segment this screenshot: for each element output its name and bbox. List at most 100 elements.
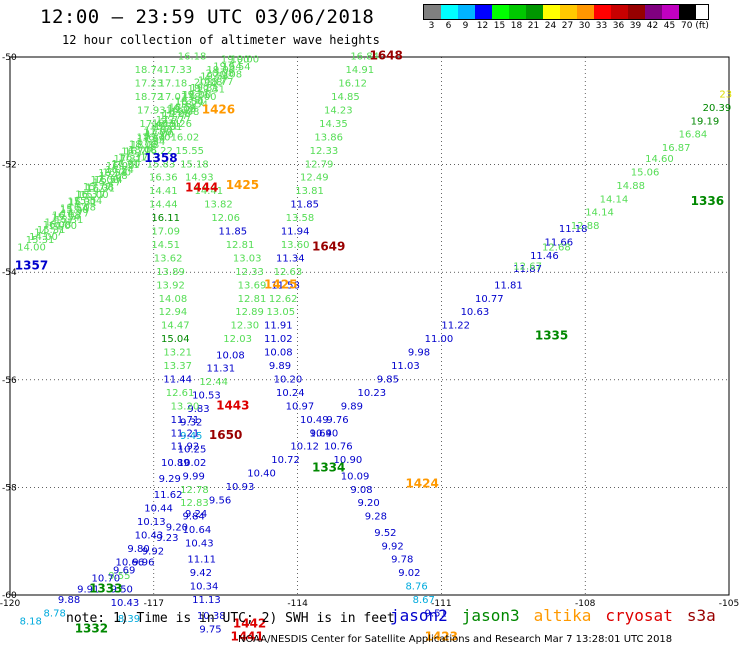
wave-height-value: 8.39 (118, 614, 140, 625)
dense-track-value: 15.54 (51, 213, 80, 224)
colorbar-tick-label: 27 (561, 21, 574, 31)
colorbar-tick-label: 45 (663, 21, 676, 31)
wave-height-value: 16.87 (662, 143, 691, 154)
pass-time-label: 1441 (230, 630, 263, 644)
dense-track-value: 17.54 (137, 134, 166, 145)
wave-height-value: 9.84 (183, 512, 205, 523)
wave-height-value: 11.71 (171, 415, 200, 426)
colorbar-swatch (475, 5, 492, 19)
wave-height-value: 17.33 (163, 65, 192, 76)
dense-track-value: 15.00 (60, 205, 89, 216)
wave-height-value: 11.22 (441, 321, 470, 332)
dense-track-value: 15.54 (60, 204, 89, 215)
wave-height-value: 10.64 (183, 525, 212, 536)
dense-track-value: 17.54 (137, 132, 166, 143)
wave-height-value: 16.22 (166, 105, 195, 116)
colorbar-tick-label: 6 (445, 21, 452, 31)
legend-item-jason2: jason2 (390, 606, 448, 625)
dense-track-value: 14.00 (29, 232, 58, 243)
dense-track-value: 17.08 (99, 171, 128, 182)
colorbar-tick-label: 24 (544, 21, 557, 31)
wave-height-value: 10.13 (137, 517, 166, 528)
colorbar-tick-label: 30 (578, 21, 591, 31)
dense-track-value: 15.00 (68, 196, 97, 207)
y-tick-label: -54 (2, 268, 17, 278)
colorbar-tick-label: 3 (428, 21, 435, 31)
wave-height-value: 10.49 (300, 415, 329, 426)
wave-height-value: 11.94 (281, 227, 310, 238)
wave-height-value: 9.89 (269, 361, 291, 372)
colorbar-swatch (441, 5, 458, 19)
wave-height-value: 9.02 (398, 568, 420, 579)
wave-height-value: 11.58 (271, 280, 300, 291)
wave-height-value: 8.78 (44, 609, 66, 620)
wave-height-value: 14.60 (645, 154, 674, 165)
dense-track-value: 19.00 (221, 54, 250, 65)
pass-time-label: 1649 (312, 240, 345, 254)
colorbar-swatch (577, 5, 594, 19)
dense-track-value: 18.00 (188, 92, 217, 103)
wave-height-value: 9.64 (310, 428, 332, 439)
pass-time-labels: 1648 1426 1358 1444 1425 1649 1357 1425 1336 1335… (15, 49, 724, 644)
dense-track-value: 17.08 (85, 182, 114, 193)
x-tick-label: -117 (144, 599, 164, 609)
wave-height-value: 12.61 (166, 388, 195, 399)
wave-height-value: 13.92 (156, 280, 185, 291)
wave-height-value: 8.76 (405, 582, 427, 593)
dense-track-value: 19.08 (171, 107, 200, 118)
dense-track-value: 19.31 (181, 90, 210, 101)
wave-height-value: 12.03 (223, 334, 252, 345)
wave-height-value: 10.43 (135, 531, 164, 542)
wave-height-value: 9.96 (132, 557, 154, 568)
wave-height-value: 10.23 (358, 388, 387, 399)
wave-height-value: 10.90 (334, 455, 363, 466)
wave-height-value: 13.69 (238, 280, 267, 291)
colorbar-swatch (492, 5, 509, 19)
colorbar-swatch (424, 5, 441, 19)
dense-track-value: 15.31 (55, 215, 84, 226)
dense-track-value: 16.54 (98, 168, 127, 179)
wave-height-value: 9.76 (326, 415, 348, 426)
dense-track-value: 15.00 (80, 190, 109, 201)
colorbar-tick-label: 36 (612, 21, 625, 31)
colorbar-swatch (526, 5, 543, 19)
pass-time-label: 1442 (233, 616, 266, 630)
colorbar-swatch (662, 5, 679, 19)
dense-track-value: 19.00 (230, 54, 259, 65)
colorbar-tick-label: 39 (629, 21, 642, 31)
dense-track-value: 18.54 (175, 97, 204, 108)
dense-track-value: 17.31 (114, 154, 143, 165)
colorbar-legend: 3 6 9 12 15 18 21 24 27 30 33 36 39 42 45 70 (ft) (423, 4, 709, 31)
colorbar-swatch (611, 5, 628, 19)
dense-track-value: 15.77 (93, 177, 122, 188)
dense-track-value: 17.77 (156, 115, 185, 126)
wave-height-value: 10.90 (310, 428, 339, 439)
footer-credit: NOAA/NESDIS Center for Satellite Applica… (238, 634, 673, 645)
wave-height-value: 11.21 (171, 428, 200, 439)
wave-height-value: 10.38 (197, 611, 226, 622)
dense-track-layer: 19.0019.5420.0818.7719.3118.0018.5419.08… (17, 54, 259, 253)
pass-time-label: 1357 (15, 259, 48, 273)
colorbar-swatch (594, 5, 611, 19)
wave-height-value: 9.83 (187, 404, 209, 415)
wave-height-value: 9.08 (350, 485, 372, 496)
satellite-legend: jason2 jason3 altika cryosat s3a (390, 606, 730, 625)
dense-track-value: 19.54 (213, 61, 242, 72)
wave-height-value: 9.91 (77, 584, 99, 595)
wave-height-value: 12.81 (238, 294, 267, 305)
dense-track-value: 16.08 (43, 220, 72, 231)
dense-track-value: 18.00 (183, 90, 212, 101)
wave-height-value: 9.45 (180, 431, 202, 442)
dense-track-value: 18.31 (154, 122, 183, 133)
wave-height-value: 17.09 (151, 227, 180, 238)
wave-height-value: 9.85 (377, 374, 399, 385)
wave-height-value: 23 (719, 89, 732, 100)
wave-height-value: 9.56 (209, 496, 231, 507)
note-text: note: 1) Time is in UTC; 2) SWH is in fe… (66, 611, 395, 626)
wave-height-value: 14.51 (151, 240, 180, 251)
wave-height-value: 11.92 (171, 442, 200, 453)
dense-track-value: 14.77 (45, 218, 74, 229)
wave-height-value: 9.55 (108, 571, 130, 582)
wave-height-value: 10.08 (264, 348, 293, 359)
